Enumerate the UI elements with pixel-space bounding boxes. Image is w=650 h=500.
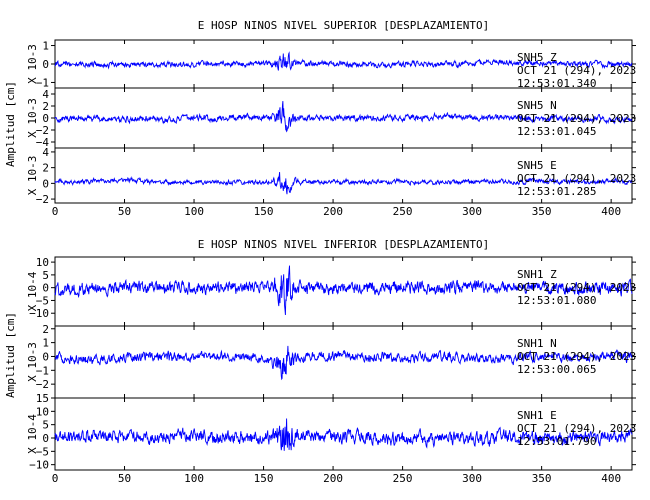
station-label: SNH5 N [517,99,557,112]
time-label: 12:53:01.080 [517,294,596,307]
x-tick-label: 200 [323,205,343,218]
y-tick-label: 2 [42,162,49,175]
y-tick-label: 4 [42,146,49,159]
time-label: 12:53:00.065 [517,363,596,376]
y-tick-label: 0 [42,432,49,445]
x-tick-label: 150 [254,472,274,485]
scale-label: X 10-4 [26,271,39,311]
x-tick-label: 0 [52,472,59,485]
y-axis-label: Amplitud [cm] [4,81,17,167]
waveform-snh1-n [54,345,633,381]
x-tick-label: 50 [118,205,131,218]
station-label: SNH1 E [517,409,557,422]
scale-label: X 10-3 [26,98,39,138]
x-tick-label: 300 [462,205,482,218]
time-label: 12:53:01.285 [517,185,596,198]
y-tick-label: 5 [42,419,49,432]
time-label: 12:53:01.045 [517,125,596,138]
x-tick-label: 250 [393,205,413,218]
y-tick-label: −2 [36,378,49,391]
x-tick-label: 50 [118,472,131,485]
x-tick-label: 150 [254,205,274,218]
scale-label: X 10-3 [26,342,39,382]
waveform-snh5-n [54,101,633,133]
station-label: SNH1 Z [517,268,557,281]
y-tick-label: 0 [42,177,49,190]
x-tick-label: 350 [532,472,552,485]
station-label: SNH1 N [517,337,557,350]
x-tick-label: 200 [323,472,343,485]
x-tick-label: 300 [462,472,482,485]
y-tick-label: 0 [42,112,49,125]
y-tick-label: −10 [29,307,49,320]
waveform-snh1-z [54,265,633,316]
y-tick-label: −5 [36,294,49,307]
y-tick-label: 0 [42,58,49,71]
y-tick-label: −1 [36,76,49,89]
y-tick-label: 15 [36,392,49,405]
y-tick-label: 10 [36,405,49,418]
y-tick-label: 2 [42,323,49,336]
date-label: OCT 21 (294), 2023 [517,112,636,125]
date-label: OCT 21 (294), 2023 [517,350,636,363]
date-label: OCT 21 (294), 2023 [517,281,636,294]
scale-label: X 10-4 [26,414,39,454]
waveform-snh5-e [54,171,633,195]
y-tick-label: −2 [36,124,49,137]
y-tick-label: −5 [36,445,49,458]
x-tick-label: 250 [393,472,413,485]
scale-label: X 10-3 [26,156,39,196]
scale-label: X 10-3 [26,44,39,84]
time-label: 12:53:01.340 [517,77,596,90]
station-label: SNH5 E [517,159,557,172]
x-tick-label: 400 [601,472,621,485]
y-tick-label: −10 [29,459,49,472]
y-tick-label: −4 [36,136,50,149]
date-label: OCT 21 (294), 2023 [517,422,636,435]
y-tick-label: 4 [42,88,49,101]
date-label: OCT 21 (294), 2023 [517,172,636,185]
panel-title: E HOSP NINOS NIVEL SUPERIOR [DESPLAZAMIE… [198,19,489,32]
x-tick-label: 100 [184,205,204,218]
date-label: OCT 21 (294), 2023 [517,64,636,77]
y-tick-label: 1 [42,40,49,53]
y-tick-label: −1 [36,364,49,377]
y-axis-label: Amplitud [cm] [4,312,17,398]
station-label: SNH5 Z [517,51,557,64]
y-tick-label: 0 [42,350,49,363]
x-tick-label: 400 [601,205,621,218]
x-tick-label: 0 [52,205,59,218]
time-label: 12:53:01.790 [517,435,596,448]
y-tick-label: −2 [36,193,49,206]
y-tick-label: 5 [42,269,49,282]
panel-title: E HOSP NINOS NIVEL INFERIOR [DESPLAZAMIE… [198,238,489,251]
waveform-snh5-z [54,51,633,71]
x-tick-label: 350 [532,205,552,218]
x-tick-label: 100 [184,472,204,485]
waveform-snh1-e [54,418,633,451]
y-tick-label: 1 [42,337,49,350]
trace-frame [54,147,633,204]
y-tick-label: 10 [36,256,49,269]
y-tick-label: 2 [42,100,49,113]
y-tick-label: 0 [42,282,49,295]
